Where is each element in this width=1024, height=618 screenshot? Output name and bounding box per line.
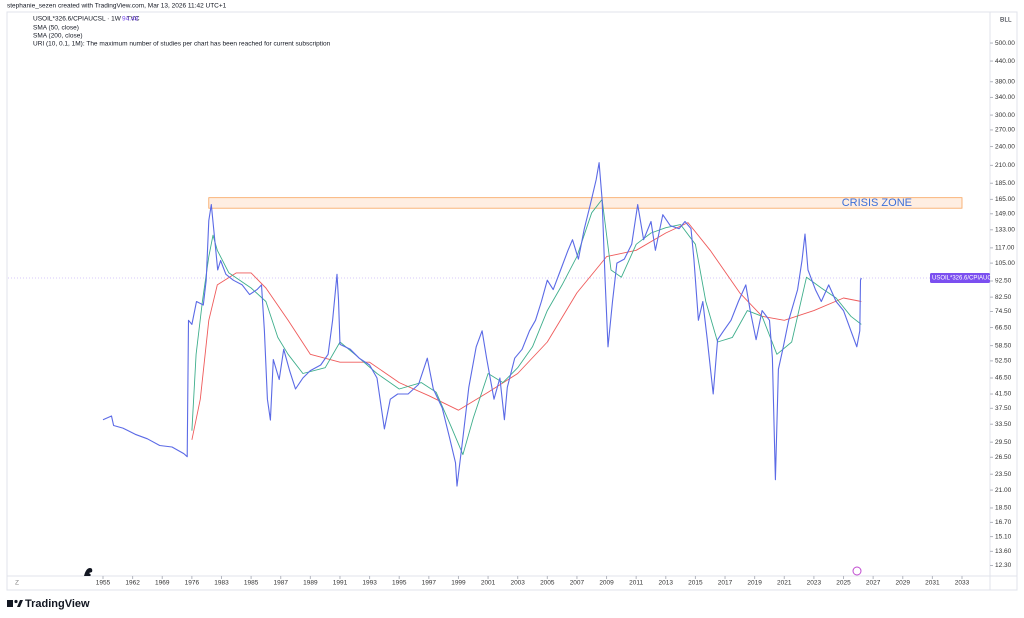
event-icon[interactable] — [852, 566, 862, 576]
x-tick-label: 1983 — [214, 580, 229, 587]
frame — [6, 11, 1018, 591]
y-tick-label: 41.50 — [995, 391, 1012, 398]
plot-area: CRISIS ZONE — [8, 162, 990, 487]
x-tick-label: 1976 — [185, 580, 200, 587]
x-tick-label: 2017 — [718, 580, 733, 587]
y-tick-label: 105.00 — [995, 260, 1015, 267]
y-tick-label: 18.50 — [995, 505, 1012, 512]
price-badge-bg — [930, 273, 990, 284]
sma-line — [191, 222, 862, 440]
x-tick-label: 2027 — [866, 580, 881, 587]
y-tick-label: 33.50 — [995, 421, 1012, 428]
x-tick-label: 1999 — [451, 580, 466, 587]
sma-line — [191, 198, 862, 456]
y-tick-label: 46.50 — [995, 375, 1012, 382]
symbol: USOIL*326.6/CPIAUCSL · 1W · TVC — [33, 16, 140, 23]
crisis-zone-label: CRISIS ZONE — [842, 197, 912, 209]
study-sma50: SMA (50, close) — [33, 25, 79, 32]
y-tick-label: 185.00 — [995, 180, 1015, 187]
credit: stephanie_sezen created with TradingView… — [7, 3, 227, 10]
study-note: URI (10, 0.1, 1M): The maximum number of… — [33, 41, 331, 48]
y-tick-label: 29.50 — [995, 439, 1012, 446]
dino-icon — [84, 568, 93, 576]
x-tick-label: 2003 — [510, 580, 525, 587]
last-value: 94.48 — [122, 16, 139, 23]
y-tick-label: 210.00 — [995, 162, 1015, 169]
y-tick-label: 340.00 — [995, 94, 1015, 101]
y-tick-label: 26.50 — [995, 454, 1012, 461]
y-tick-label: 165.00 — [995, 196, 1015, 203]
axes: 12.30 13.60 15.10 16.70 18.50 21.00 23.50 26.50… — [96, 40, 1016, 587]
x-tick-label: 2029 — [896, 580, 911, 587]
x-tick-label: 2007 — [570, 580, 585, 587]
x-tick-label: 2023 — [807, 580, 822, 587]
x-tick-label: 2015 — [688, 580, 703, 587]
brand: TradingView — [25, 598, 90, 610]
y-tick-label: 16.70 — [995, 519, 1012, 526]
crisis-zone — [208, 197, 963, 209]
study-sma200: SMA (200, close) — [33, 33, 83, 40]
zoom-button[interactable]: Z — [15, 580, 19, 587]
price-badge-label: USOIL*326.6/CPIAUCSL — [932, 276, 1000, 282]
x-tick-label: 1985 — [244, 580, 259, 587]
y-tick-label: 270.00 — [995, 127, 1015, 134]
x-tick-label: 1969 — [155, 580, 170, 587]
x-tick-label: 1995 — [392, 580, 407, 587]
x-tick-label: 2013 — [659, 580, 674, 587]
x-tick-label: 1993 — [362, 580, 377, 587]
x-tick-label: 2001 — [481, 580, 496, 587]
y-tick-label: 66.50 — [995, 324, 1012, 331]
y-tick-label: 74.50 — [995, 308, 1012, 315]
x-tick-label: 1991 — [333, 580, 348, 587]
price-line-series — [102, 162, 862, 487]
y-tick-label: 440.00 — [995, 58, 1015, 65]
y-tick-label: 23.50 — [995, 471, 1012, 478]
y-tick-label: 240.00 — [995, 143, 1015, 150]
y-tick-label: 92.50 — [995, 278, 1012, 285]
x-tick-label: 1987 — [273, 580, 288, 587]
y-tick-label: 117.00 — [995, 245, 1015, 252]
x-tick-label: 2011 — [629, 580, 643, 587]
x-tick-label: 2009 — [599, 580, 614, 587]
x-tick-label: 2021 — [777, 580, 792, 587]
x-tick-label: 2025 — [836, 580, 851, 587]
scale-button[interactable]: BLL — [1000, 17, 1012, 24]
y-tick-label: 37.50 — [995, 405, 1012, 412]
y-tick-label: 300.00 — [995, 112, 1015, 119]
x-tick-label: 2031 — [925, 580, 940, 587]
y-tick-label: 500.00 — [995, 40, 1015, 47]
x-tick-label: 2005 — [540, 580, 555, 587]
y-tick-label: 149.00 — [995, 210, 1015, 217]
y-tick-label: 12.30 — [995, 562, 1012, 569]
price-badge: USOIL*326.6/CPIAUCSL — [930, 273, 1000, 284]
y-tick-label: 380.00 — [995, 78, 1015, 85]
x-tick-label: 2019 — [747, 580, 762, 587]
brand-logo — [7, 599, 23, 607]
y-tick-label: 21.00 — [995, 487, 1012, 494]
x-tick-label: 1955 — [96, 580, 111, 587]
y-tick-label: 52.50 — [995, 358, 1012, 365]
x-tick-label: 1997 — [422, 580, 437, 587]
y-tick-label: 82.50 — [995, 294, 1012, 301]
y-tick-label: 15.10 — [995, 533, 1012, 540]
y-tick-label: 133.00 — [995, 227, 1015, 234]
y-tick-label: 13.60 — [995, 548, 1012, 555]
x-tick-label: 1962 — [125, 580, 140, 587]
y-tick-label: 58.50 — [995, 342, 1012, 349]
x-tick-label: 2033 — [955, 580, 970, 587]
x-tick-label: 1989 — [303, 580, 318, 587]
